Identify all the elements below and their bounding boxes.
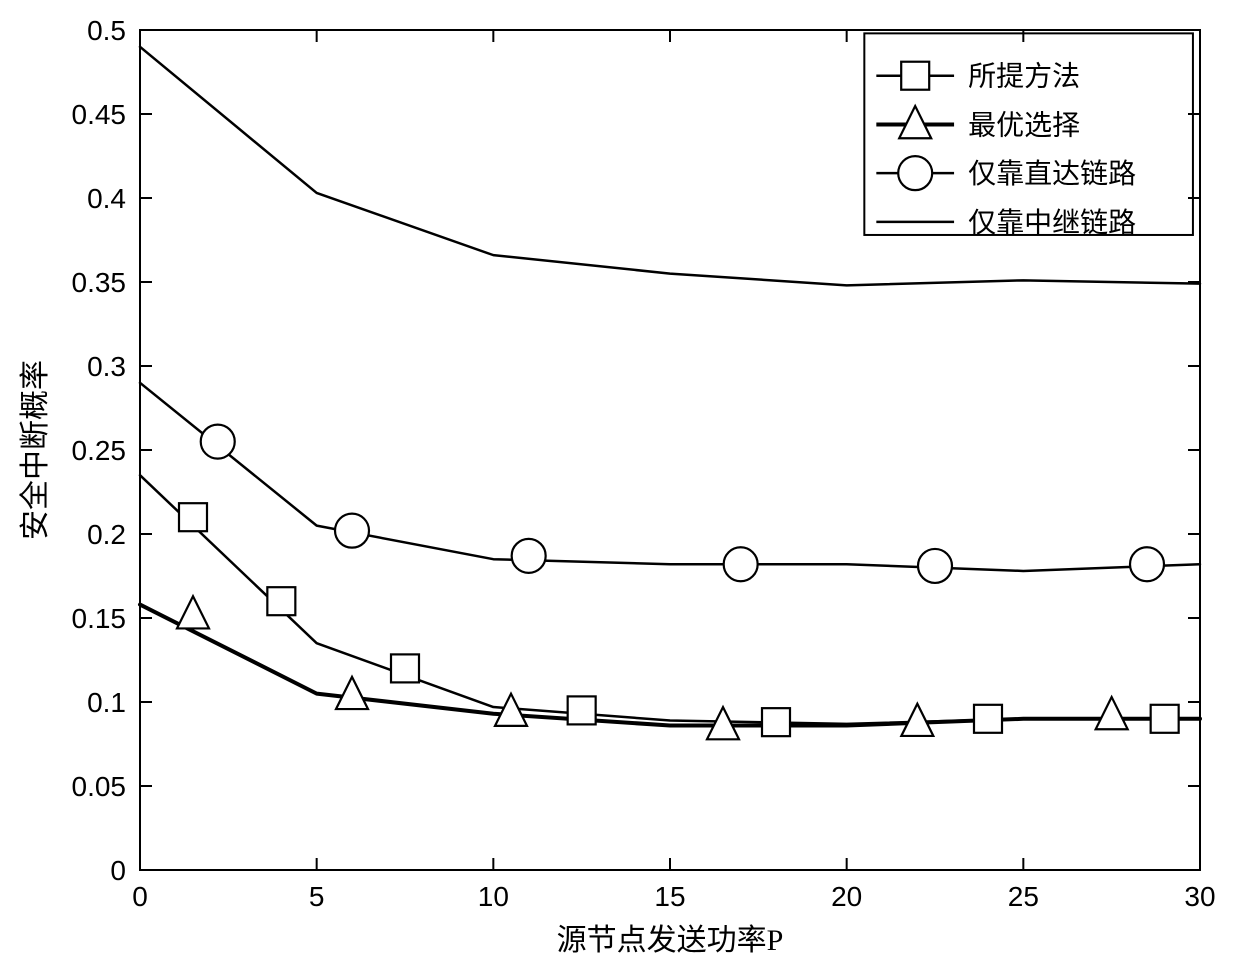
legend-label: 仅靠中继链路 xyxy=(968,207,1136,239)
y-tick-label: 0.35 xyxy=(72,267,127,298)
series-1-marker xyxy=(1096,697,1128,729)
series-0-marker xyxy=(762,708,790,736)
legend-sample-marker xyxy=(901,62,929,90)
series-0-marker xyxy=(568,696,596,724)
y-axis-label: 安全中断概率 xyxy=(19,360,52,540)
series-0-marker xyxy=(267,587,295,615)
chart-container: 0 5 10 15 20 25 30 0 0.05 0.1 0.15 0.2 0.25 0.3 0.35 0.… xyxy=(0,0,1240,980)
series-1-marker xyxy=(336,677,368,709)
x-tick-label: 30 xyxy=(1184,881,1215,912)
y-tick-label: 0 xyxy=(110,855,126,886)
y-tick-label: 0.05 xyxy=(72,771,127,802)
legend-sample-marker xyxy=(898,156,932,190)
series-0-marker xyxy=(391,654,419,682)
y-tick-label: 0.3 xyxy=(87,351,126,382)
series-line-1 xyxy=(140,605,1200,726)
y-tick-label: 0.5 xyxy=(87,15,126,46)
series-markers xyxy=(177,425,1179,740)
line-chart: 0 5 10 15 20 25 30 0 0.05 0.1 0.15 0.2 0.25 0.3 0.35 0.… xyxy=(0,0,1240,980)
legend-sample-marker xyxy=(899,106,931,138)
x-axis-label: 源节点发送功率P xyxy=(557,924,784,957)
series-2-marker xyxy=(724,547,758,581)
series-0-marker xyxy=(179,503,207,531)
legend-label: 最优选择 xyxy=(968,109,1080,141)
y-tick-label: 0.15 xyxy=(72,603,127,634)
series-1-marker xyxy=(177,596,209,628)
legend-label: 仅靠直达链路 xyxy=(968,158,1136,190)
legend-label: 所提方法 xyxy=(968,61,1080,93)
x-tick-label: 25 xyxy=(1008,881,1039,912)
series-2-marker xyxy=(512,539,546,573)
series-2-marker xyxy=(1130,547,1164,581)
series-2-marker xyxy=(918,549,952,583)
legend: 所提方法最优选择仅靠直达链路仅靠中继链路 xyxy=(864,33,1193,239)
x-tick-label: 20 xyxy=(831,881,862,912)
series-0-marker xyxy=(1151,705,1179,733)
series-2-marker xyxy=(201,425,235,459)
y-tick-label: 0.45 xyxy=(72,99,127,130)
series-1-marker xyxy=(901,704,933,736)
series-line-2 xyxy=(140,383,1200,571)
x-tick-label: 10 xyxy=(478,881,509,912)
y-tick-label: 0.1 xyxy=(87,687,126,718)
x-tick-label: 15 xyxy=(654,881,685,912)
x-tick-label: 0 xyxy=(132,881,148,912)
y-tick-label: 0.2 xyxy=(87,519,126,550)
y-tick-label: 0.25 xyxy=(72,435,127,466)
series-lines xyxy=(140,47,1200,726)
series-2-marker xyxy=(335,514,369,548)
y-tick-label: 0.4 xyxy=(87,183,126,214)
x-tick-label: 5 xyxy=(309,881,325,912)
series-0-marker xyxy=(974,705,1002,733)
series-1-marker xyxy=(707,707,739,739)
plot-border xyxy=(140,30,1200,870)
